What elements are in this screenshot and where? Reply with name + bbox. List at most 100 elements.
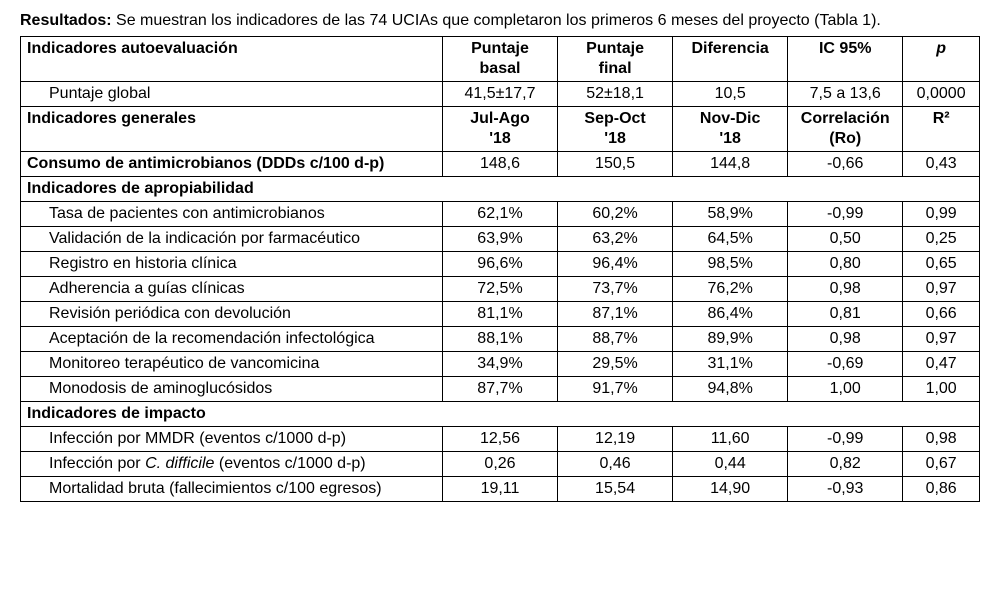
section-impacto: Indicadores de impacto (21, 401, 980, 426)
impacto-v4: -0,99 (788, 426, 903, 451)
impacto-v3: 0,44 (673, 451, 788, 476)
aprop-label: Validación de la indicación por farmacéu… (21, 226, 443, 251)
intro-text: Resultados: Se muestran los indicadores … (20, 10, 980, 32)
impacto-label: Infección por C. difficile (eventos c/10… (21, 451, 443, 476)
aprop-v3: 98,5% (673, 251, 788, 276)
aprop-v3: 58,9% (673, 201, 788, 226)
aprop-row: Aceptación de la recomendación infectoló… (21, 326, 980, 351)
aprop-v4: 0,50 (788, 226, 903, 251)
aprop-v1: 96,6% (442, 251, 557, 276)
table-body: Indicadores autoevaluación Puntaje basal… (21, 36, 980, 501)
aprop-v4: 1,00 (788, 376, 903, 401)
impacto-v5: 0,98 (903, 426, 980, 451)
aprop-v1: 63,9% (442, 226, 557, 251)
aprop-v2: 96,4% (558, 251, 673, 276)
hdr2-c1a: Jul-Ago (470, 110, 530, 127)
row-global-v5: 0,0000 (903, 81, 980, 106)
row-consumo-v2: 150,5 (558, 151, 673, 176)
aprop-row: Revisión periódica con devolución81,1%87… (21, 301, 980, 326)
section-aprop: Indicadores de apropiabilidad (21, 176, 980, 201)
aprop-v5: 0,66 (903, 301, 980, 326)
row-global-v3: 10,5 (673, 81, 788, 106)
row-global-v1: 41,5±17,7 (442, 81, 557, 106)
aprop-label: Revisión periódica con devolución (21, 301, 443, 326)
impacto-label: Mortalidad bruta (fallecimientos c/100 e… (21, 476, 443, 501)
hdr2-c1: Jul-Ago '18 (442, 106, 557, 151)
aprop-v3: 89,9% (673, 326, 788, 351)
row-consumo-v5: 0,43 (903, 151, 980, 176)
aprop-v4: 0,98 (788, 276, 903, 301)
hdr2-c4: Correlación (Ro) (788, 106, 903, 151)
aprop-v2: 29,5% (558, 351, 673, 376)
impacto-v4: 0,82 (788, 451, 903, 476)
hdr2-c2: Sep-Oct '18 (558, 106, 673, 151)
section-aprop-label: Indicadores de apropiabilidad (21, 176, 980, 201)
impacto-v5: 0,86 (903, 476, 980, 501)
hdr2-c4b: (Ro) (829, 130, 861, 147)
aprop-v4: -0,69 (788, 351, 903, 376)
aprop-label: Monodosis de aminoglucósidos (21, 376, 443, 401)
impacto-v3: 11,60 (673, 426, 788, 451)
aprop-label: Registro en historia clínica (21, 251, 443, 276)
aprop-label: Tasa de pacientes con antimicrobianos (21, 201, 443, 226)
aprop-v3: 94,8% (673, 376, 788, 401)
aprop-row: Monitoreo terapéutico de vancomicina34,9… (21, 351, 980, 376)
header-row-1: Indicadores autoevaluación Puntaje basal… (21, 36, 980, 81)
aprop-row: Tasa de pacientes con antimicrobianos62,… (21, 201, 980, 226)
impacto-v2: 15,54 (558, 476, 673, 501)
hdr1-c3: Diferencia (673, 36, 788, 81)
aprop-label: Aceptación de la recomendación infectoló… (21, 326, 443, 351)
aprop-v1: 88,1% (442, 326, 557, 351)
aprop-v5: 1,00 (903, 376, 980, 401)
impacto-v1: 19,11 (442, 476, 557, 501)
aprop-v4: 0,81 (788, 301, 903, 326)
impacto-v2: 0,46 (558, 451, 673, 476)
row-global-v2: 52±18,1 (558, 81, 673, 106)
section-impacto-label: Indicadores de impacto (21, 401, 980, 426)
hdr1-c1b: basal (480, 60, 521, 77)
aprop-v1: 34,9% (442, 351, 557, 376)
aprop-v3: 76,2% (673, 276, 788, 301)
aprop-row: Registro en historia clínica96,6%96,4%98… (21, 251, 980, 276)
impacto-v1: 12,56 (442, 426, 557, 451)
hdr2-c2a: Sep-Oct (584, 110, 645, 127)
impacto-v1: 0,26 (442, 451, 557, 476)
hdr1-c4: IC 95% (788, 36, 903, 81)
impacto-label: Infección por MMDR (eventos c/1000 d-p) (21, 426, 443, 451)
aprop-v2: 91,7% (558, 376, 673, 401)
hdr1-c0: Indicadores autoevaluación (21, 36, 443, 81)
aprop-v2: 73,7% (558, 276, 673, 301)
hdr1-c1a: Puntaje (471, 40, 529, 57)
aprop-v3: 86,4% (673, 301, 788, 326)
header-row-2: Indicadores generales Jul-Ago '18 Sep-Oc… (21, 106, 980, 151)
impacto-row: Infección por C. difficile (eventos c/10… (21, 451, 980, 476)
aprop-v1: 87,7% (442, 376, 557, 401)
aprop-v4: 0,98 (788, 326, 903, 351)
aprop-v5: 0,97 (903, 326, 980, 351)
hdr1-c1: Puntaje basal (442, 36, 557, 81)
aprop-v2: 63,2% (558, 226, 673, 251)
aprop-v3: 31,1% (673, 351, 788, 376)
aprop-row: Adherencia a guías clínicas72,5%73,7%76,… (21, 276, 980, 301)
row-global-label: Puntaje global (21, 81, 443, 106)
impacto-v4: -0,93 (788, 476, 903, 501)
aprop-v5: 0,47 (903, 351, 980, 376)
aprop-v2: 87,1% (558, 301, 673, 326)
impacto-v5: 0,67 (903, 451, 980, 476)
impacto-row: Mortalidad bruta (fallecimientos c/100 e… (21, 476, 980, 501)
impacto-row: Infección por MMDR (eventos c/1000 d-p)1… (21, 426, 980, 451)
aprop-label: Adherencia a guías clínicas (21, 276, 443, 301)
row-consumo-v1: 148,6 (442, 151, 557, 176)
hdr2-c1b: '18 (489, 130, 511, 147)
aprop-row: Validación de la indicación por farmacéu… (21, 226, 980, 251)
row-global: Puntaje global 41,5±17,7 52±18,1 10,5 7,… (21, 81, 980, 106)
hdr1-c2: Puntaje final (558, 36, 673, 81)
aprop-v1: 62,1% (442, 201, 557, 226)
hdr2-c3b: '18 (719, 130, 741, 147)
aprop-v4: 0,80 (788, 251, 903, 276)
hdr2-c3a: Nov-Dic (700, 110, 760, 127)
impacto-v2: 12,19 (558, 426, 673, 451)
row-global-v4: 7,5 a 13,6 (788, 81, 903, 106)
hdr1-c5: p (903, 36, 980, 81)
aprop-v5: 0,97 (903, 276, 980, 301)
